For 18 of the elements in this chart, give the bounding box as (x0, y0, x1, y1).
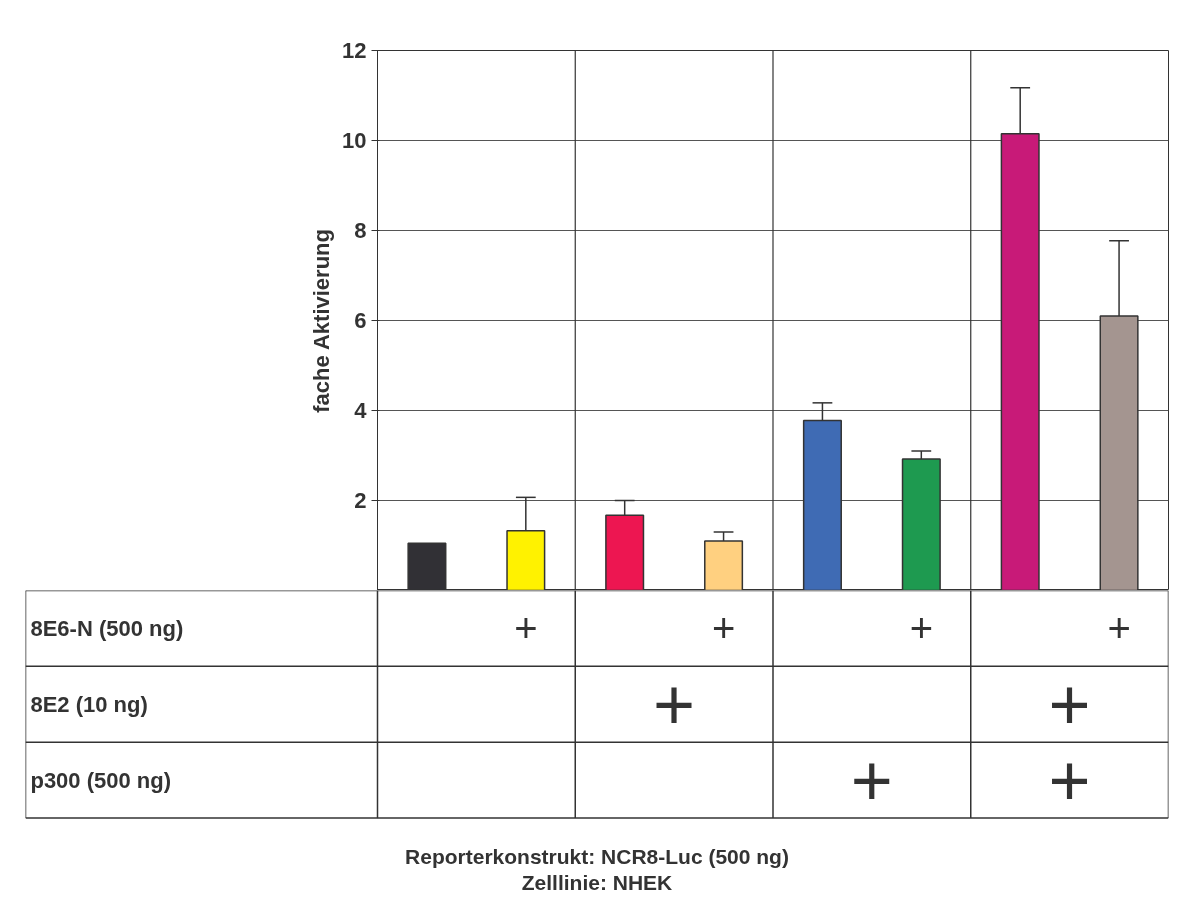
y-tick-label: 10 (342, 128, 367, 153)
y-tick-label: 2 (354, 488, 367, 513)
text: + (1107, 606, 1131, 651)
text: 8E6-N (500 ng) (30, 615, 184, 641)
text: 8E2 (10 ng) (30, 691, 148, 717)
text: + (850, 740, 893, 821)
y-tick-label: 6 (354, 308, 367, 333)
text: Reporterkonstrukt: NCR8-Luc (500 ng) (405, 844, 789, 868)
text: + (909, 606, 933, 651)
text: Zelllinie: NHEK (521, 871, 673, 895)
y-tick-label: 8 (354, 218, 367, 243)
text: + (711, 606, 736, 651)
y-tick-label: 12 (342, 38, 367, 63)
text: p300 (500 ng) (30, 767, 172, 793)
y-tick-label: 4 (354, 398, 368, 423)
text: + (514, 606, 538, 651)
y-axis-title: fache Aktivierung (309, 229, 335, 413)
text: + (653, 664, 696, 745)
